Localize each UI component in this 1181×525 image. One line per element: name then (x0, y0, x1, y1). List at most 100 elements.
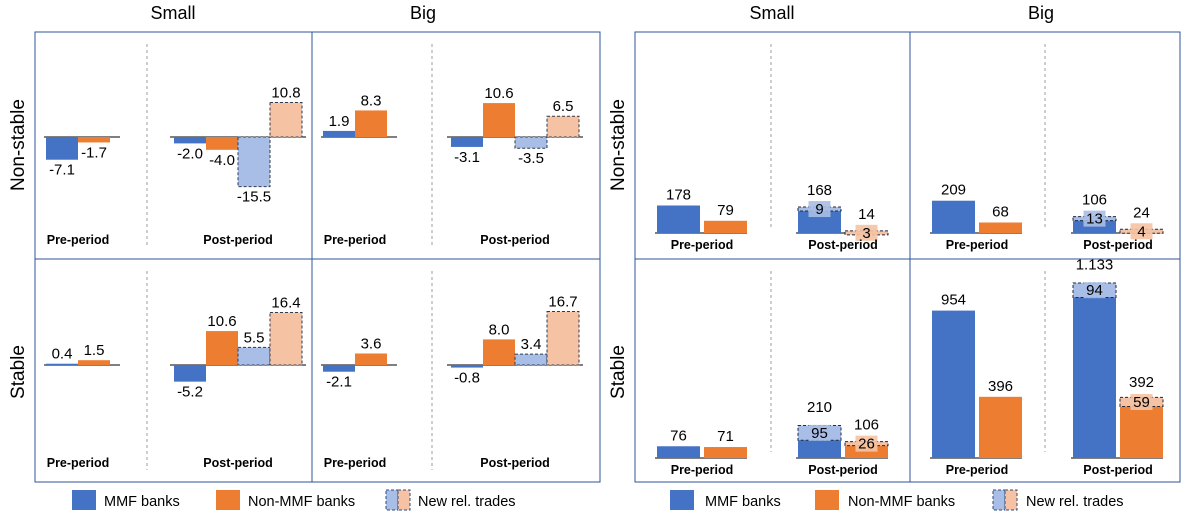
legend-swatch-non-mmf (216, 490, 240, 510)
post-non-mmf-label: 106 (854, 417, 879, 434)
pre-mmf-label: 0.4 (52, 346, 73, 363)
pre-non-mmf-bar (78, 137, 110, 143)
post-new-mmf-bar (237, 136, 271, 188)
legend-label-new: New rel. trades (1026, 494, 1124, 510)
post-new-mmf-bar (514, 353, 548, 366)
post-non-mmf-label: 24 (1133, 204, 1150, 221)
post-non-mmf-bar (483, 103, 515, 137)
post-mmf-label: -3.1 (454, 149, 480, 166)
left-row-header-nonstable: Non-stable (8, 99, 29, 191)
post-non-mmf-label: 14 (858, 206, 875, 223)
legend-swatch-mmf (670, 490, 694, 510)
post-non-mmf-new-label: 3 (862, 225, 870, 242)
post-new-mmf-label: 3.4 (521, 336, 542, 353)
pre-non-mmf-label: -1.7 (81, 144, 107, 161)
post-non-mmf-new-label: 26 (858, 436, 875, 453)
pre-mmf-bar (46, 363, 78, 365)
pre-mmf-bar (323, 365, 355, 372)
pre-non-mmf-label: 71 (717, 428, 734, 445)
period-label-pre: Pre-period (47, 456, 110, 470)
period-label-pre: Pre-period (47, 233, 110, 247)
right-col-header-small: Small (749, 3, 794, 23)
left-col-header-big: Big (410, 3, 436, 23)
pre-non-mmf-label: 3.6 (361, 335, 382, 352)
pre-non-mmf-label: 68 (992, 203, 1009, 220)
pre-non-mmf-bar (704, 220, 747, 233)
right-frame (634, 31, 1181, 483)
pre-mmf-label: 954 (941, 292, 966, 309)
pre-non-mmf-bar (979, 396, 1022, 458)
period-label-post: Post-period (1083, 463, 1152, 477)
pre-non-mmf-bar (78, 360, 110, 365)
period-label-post: Post-period (480, 456, 549, 470)
post-new-mmf-bar (237, 346, 271, 366)
left-panel-stable-small: 0.4 1.5 -5.2 10.6 5.5 16.4 Pre-period Post-peri… (44, 271, 306, 470)
pre-non-mmf-bar (979, 222, 1022, 233)
period-label-post: Post-period (480, 233, 549, 247)
left-legend: MMF banks Non-MMF banks New rel. trades (72, 489, 516, 511)
post-non-mmf-label: 10.6 (484, 85, 513, 102)
post-mmf-new-label-bg (1083, 210, 1106, 227)
period-label-post: Post-period (203, 233, 272, 247)
post-non-mmf-new-label-bg (855, 435, 878, 452)
post-mmf-label: 210 (807, 399, 832, 416)
post-new-non-mmf-label: 10.8 (271, 84, 300, 101)
pre-non-mmf-label: 79 (717, 202, 734, 219)
post-mmf-bar (174, 365, 206, 382)
pre-mmf-bar (657, 446, 700, 458)
post-non-mmf-bar (483, 339, 515, 365)
post-mmf-new-label-bg (808, 424, 831, 441)
post-mmf-bar (451, 365, 483, 368)
post-mmf-label: -0.8 (454, 370, 480, 387)
post-non-mmf-label: 392 (1129, 374, 1154, 391)
panel-frame-border (34, 31, 601, 483)
pre-non-mmf-label: 1.5 (84, 342, 105, 359)
pre-mmf-bar (323, 130, 355, 137)
pre-mmf-bar (932, 200, 975, 233)
post-mmf-label: 1.133 (1076, 257, 1114, 274)
pre-non-mmf-label: 8.3 (361, 92, 382, 109)
left-frame (34, 31, 601, 483)
legend-swatch-new-mmf (992, 489, 1006, 511)
pre-mmf-label: 1.9 (329, 113, 350, 130)
legend-label-non-mmf: Non-MMF banks (848, 494, 955, 510)
pre-mmf-label: 178 (666, 186, 691, 203)
pre-mmf-label: 209 (941, 182, 966, 199)
legend-swatch-mmf (72, 490, 96, 510)
right-panel-stable-big: 954 396 94 1.133 59 392 Pre-period Post-period (930, 257, 1164, 477)
right-row-header-nonstable: Non-stable (608, 99, 629, 191)
panel-frame-border (634, 31, 1181, 483)
post-new-non-mmf-label: 16.7 (548, 294, 577, 311)
post-mmf-new-label: 95 (811, 425, 828, 442)
post-new-mmf-bar (514, 136, 548, 149)
right-row-header-stable: Stable (608, 345, 629, 399)
panels-group: -7.1 -1.7 -2.0 -4.0 -15.5 10.8 Pre-period Post-… (34, 31, 1181, 483)
post-non-mmf-bar (206, 137, 238, 150)
pre-mmf-bar (932, 310, 975, 458)
pre-non-mmf-bar (355, 110, 387, 137)
post-mmf-new-label: 13 (1086, 211, 1103, 228)
post-mmf-new-label: 9 (815, 201, 823, 218)
right-panel-non-stable-small: 178 79 9 168 3 14 Pre-period Post-period (655, 44, 889, 252)
pre-mmf-bar (657, 205, 700, 233)
pre-non-mmf-bar (704, 447, 747, 458)
legend-swatch-new-non-mmf (397, 489, 411, 511)
post-mmf-new-label-bg (1083, 282, 1106, 299)
post-non-mmf-label: 8.0 (489, 321, 510, 338)
post-new-non-mmf-label: 6.5 (553, 98, 574, 115)
legend-label-mmf: MMF banks (104, 494, 180, 510)
post-non-mmf-new-label-bg (1130, 393, 1153, 410)
left-row-header-stable: Stable (8, 345, 29, 399)
period-label-post: Post-period (808, 463, 877, 477)
post-mmf-new-label: 94 (1086, 282, 1103, 299)
post-non-mmf-bar (206, 331, 238, 365)
post-non-mmf-new-label-bg (1130, 223, 1153, 240)
post-mmf-bar (451, 137, 483, 147)
post-mmf-bar (174, 137, 206, 144)
period-label-post: Post-period (203, 456, 272, 470)
period-label-post: Post-period (1083, 238, 1152, 252)
period-label-pre: Pre-period (946, 463, 1009, 477)
legend-swatch-new-mmf (385, 489, 399, 511)
legend-swatch-new-non-mmf (1004, 489, 1018, 511)
